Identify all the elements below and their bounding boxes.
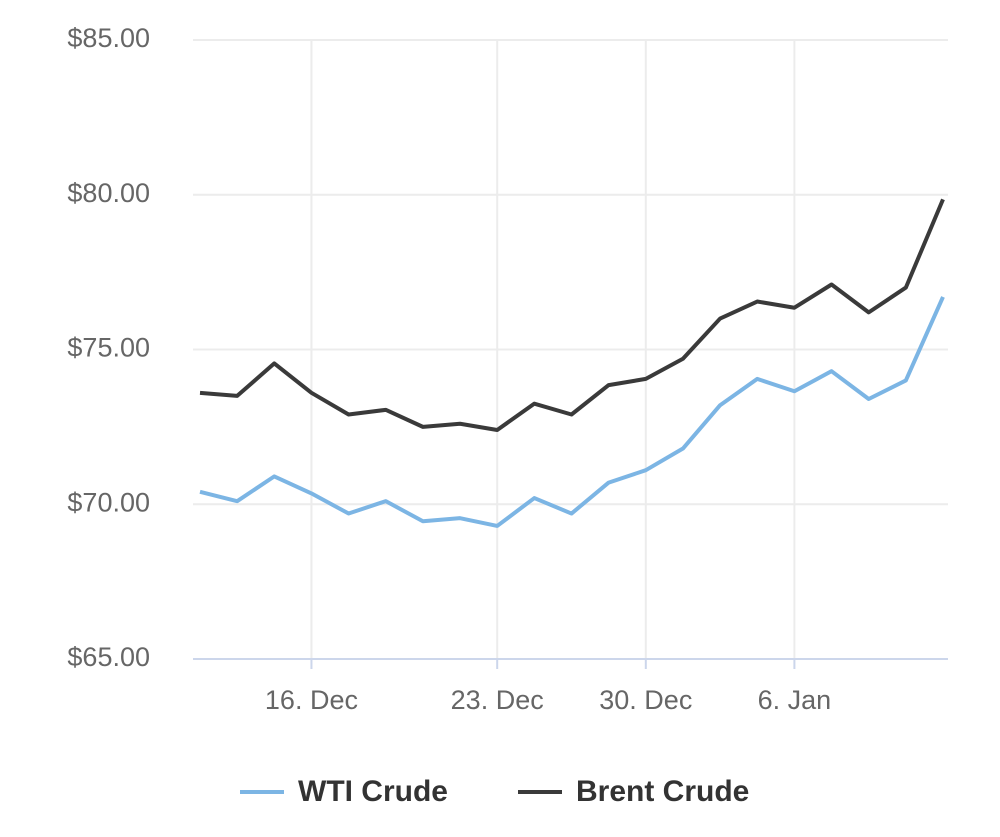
y-tick-label: $80.00 xyxy=(67,178,150,208)
x-tick-label: 6. Jan xyxy=(758,685,832,715)
legend-label: WTI Crude xyxy=(298,775,448,808)
line xyxy=(199,296,945,528)
y-tick-label: $75.00 xyxy=(67,333,150,363)
y-tick-label: $70.00 xyxy=(67,487,150,517)
line xyxy=(199,198,945,432)
y-tick-label: $65.00 xyxy=(67,642,150,672)
x-tick-label: 16. Dec xyxy=(265,685,358,715)
x-tick-label: 23. Dec xyxy=(451,685,544,715)
y-tick-label: $85.00 xyxy=(67,23,150,53)
x-tick-label: 30. Dec xyxy=(599,685,692,715)
legend-item: Brent Crude xyxy=(518,775,749,808)
legend-label: Brent Crude xyxy=(576,775,749,808)
legend-item: WTI Crude xyxy=(240,775,448,808)
